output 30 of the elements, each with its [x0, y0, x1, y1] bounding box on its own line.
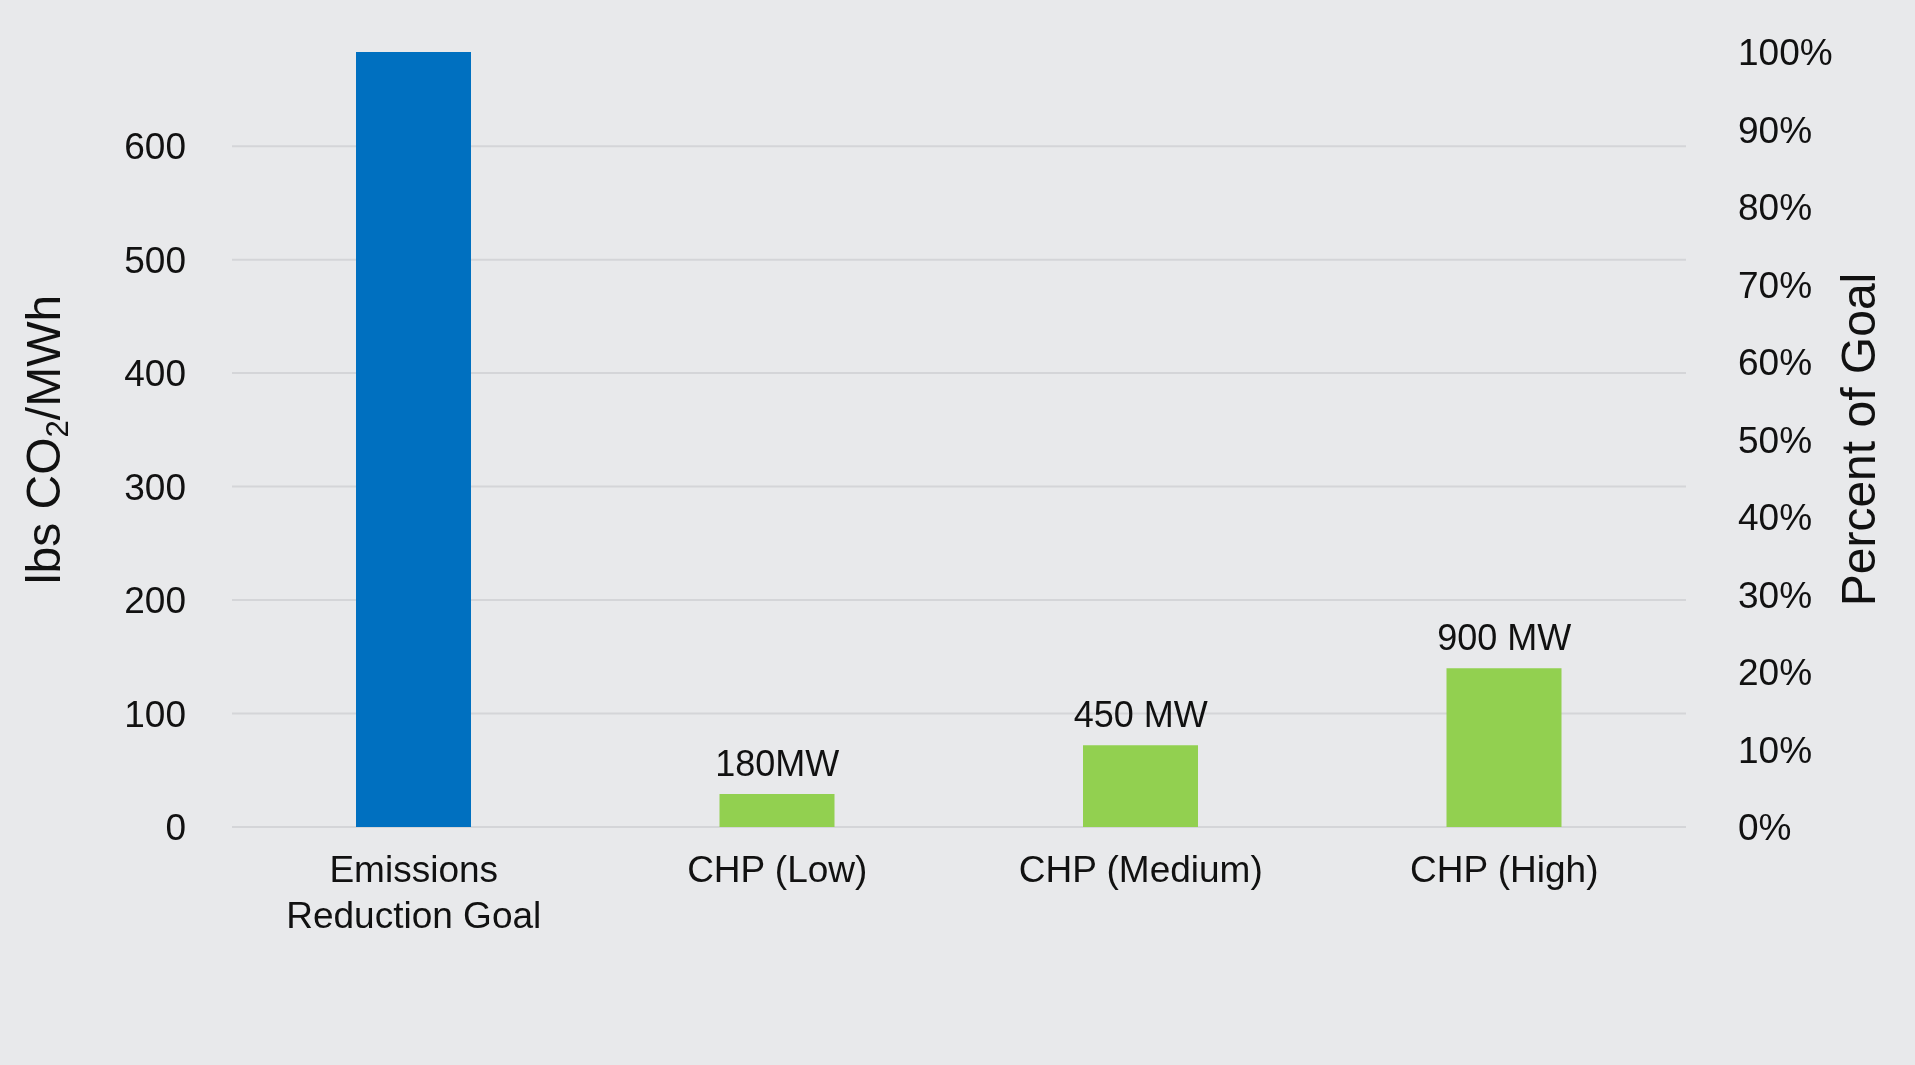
y-tick-label: 600 — [124, 126, 186, 168]
y2-tick-label: 10% — [1738, 729, 1813, 771]
y2-tick-label: 70% — [1738, 264, 1813, 306]
y2-tick-label: 40% — [1738, 497, 1813, 539]
bar — [1083, 745, 1198, 827]
annotation: 180MW — [715, 743, 840, 785]
y-tick-label: 200 — [124, 580, 186, 622]
y2-tick-label: 80% — [1738, 187, 1813, 229]
y-tick-label: 500 — [124, 239, 186, 281]
x-tick-label: Emissions Reduction Goal — [286, 849, 542, 936]
x-tick-label: CHP (Medium) — [1018, 849, 1263, 890]
y2-tick-label: 20% — [1738, 652, 1813, 694]
y2-tick-label: 60% — [1738, 342, 1813, 384]
y2-tick-label: 0% — [1738, 807, 1792, 849]
y2-tick-label: 50% — [1738, 419, 1813, 461]
x-tick-label: CHP (High) — [1410, 849, 1599, 890]
annotation: 900 MW — [1437, 617, 1572, 659]
y-tick-label: 0 — [165, 807, 186, 849]
y-tick-label: 300 — [124, 466, 186, 508]
bar — [356, 52, 471, 827]
x-tick-label: CHP (Low) — [687, 849, 868, 890]
y-tick-label: 400 — [124, 353, 186, 395]
bar — [1446, 668, 1562, 827]
annotation: 450 MW — [1073, 694, 1208, 736]
y-tick-label: 100 — [124, 693, 186, 735]
y2-tick-label: 30% — [1738, 574, 1813, 616]
y2-tick-label: 100% — [1738, 32, 1833, 74]
y2-axis-title: Percent of Goal — [1832, 272, 1885, 607]
y2-tick-label: 90% — [1738, 109, 1813, 151]
bar — [719, 794, 835, 827]
